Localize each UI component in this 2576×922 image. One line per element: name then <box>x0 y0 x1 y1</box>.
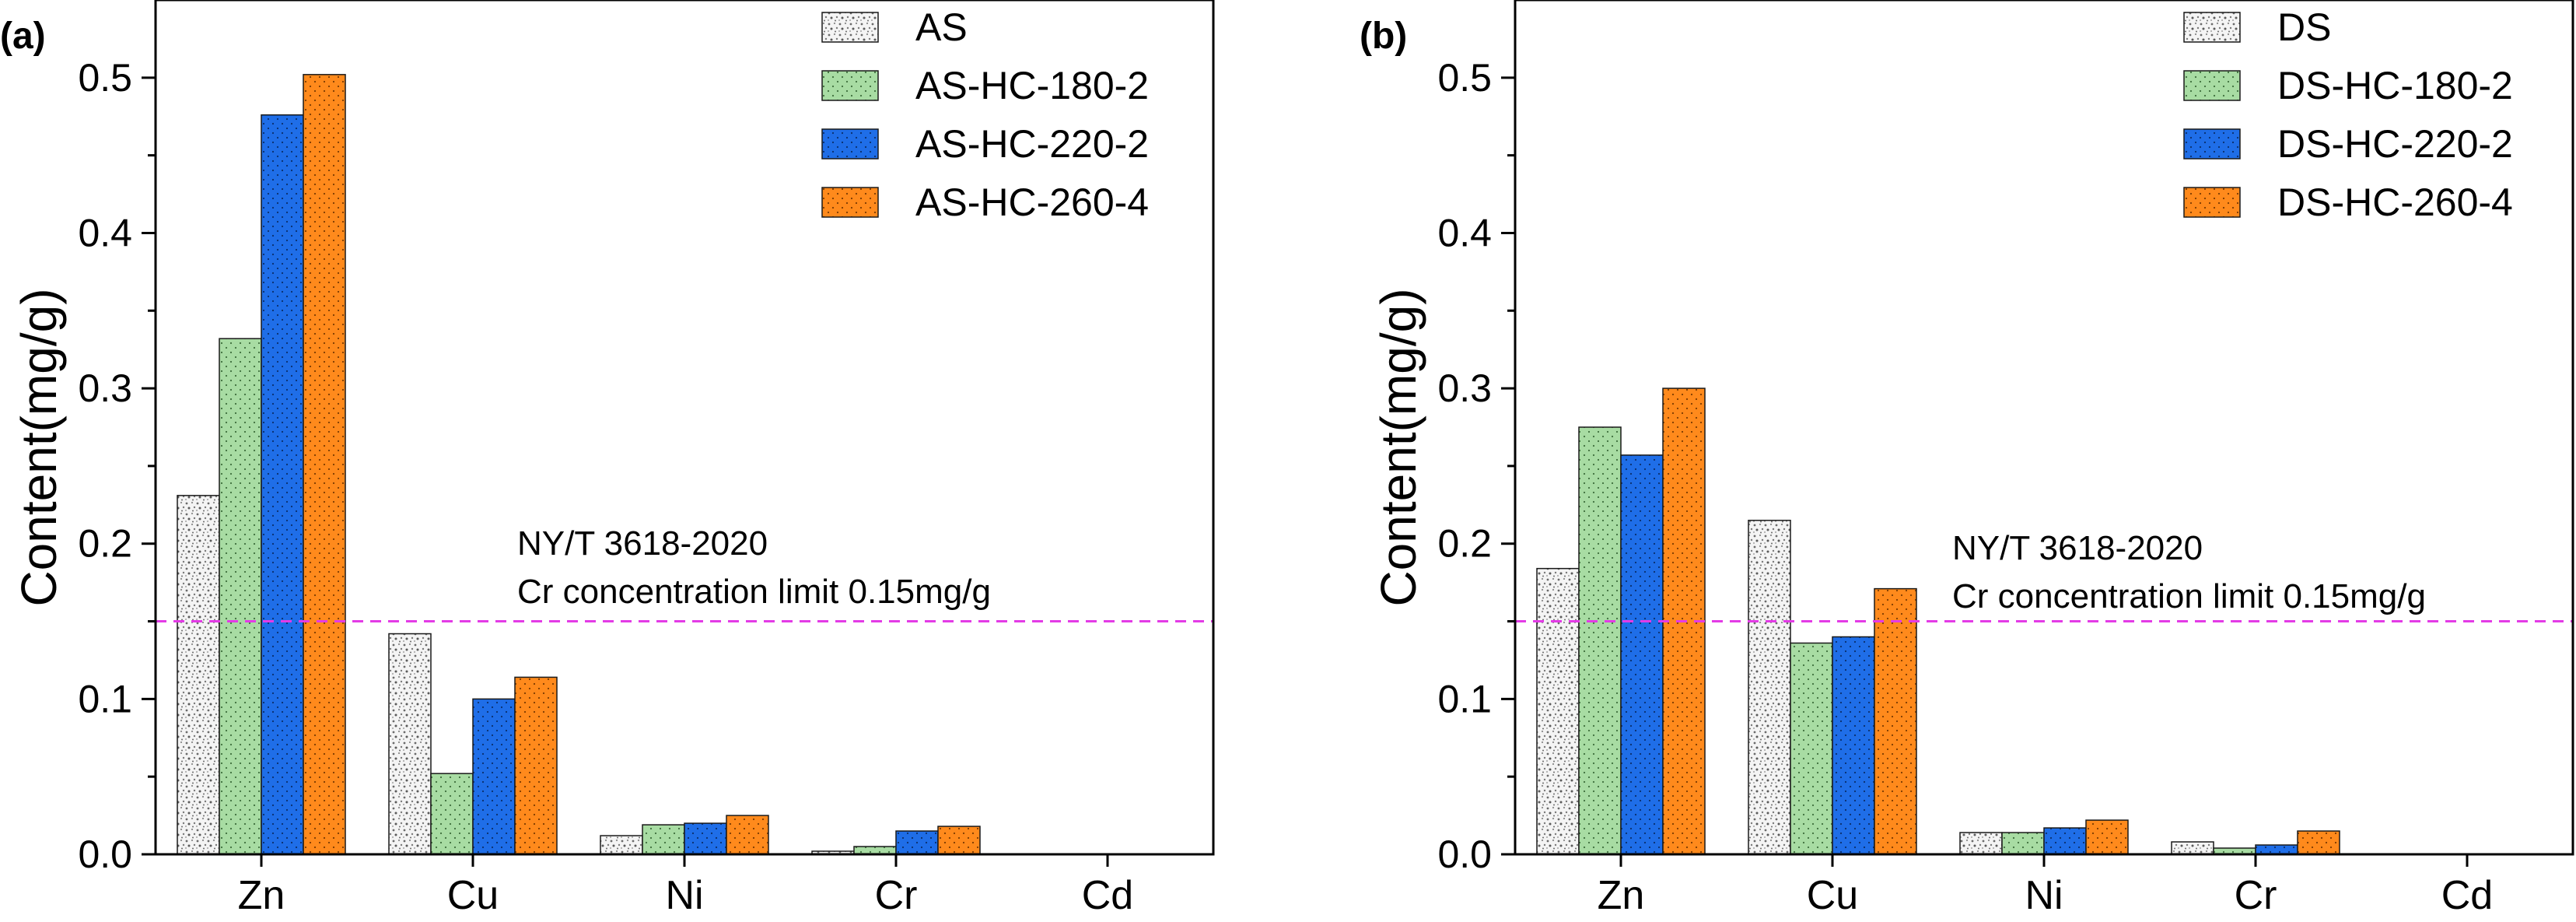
legend: DS DS-HC-180-2 DS-HC-220-2 DS-HC-260-4 <box>2183 5 2513 224</box>
bar-as-hc-220-2-ni <box>684 822 727 855</box>
bar-ds-hc-220-2-cu <box>1832 636 1875 855</box>
y-tick-label: 0.1 <box>78 677 132 720</box>
y-axis-label: Content(mg/g) <box>1370 288 1426 606</box>
legend-label: DS-HC-180-2 <box>2277 64 2513 107</box>
bar-as-hc-260-4-zn <box>303 74 346 855</box>
y-axis-ticks: 0.0 0.1 0.2 0.3 0.4 0.5 <box>78 56 156 876</box>
y-tick-label: 0.0 <box>78 833 132 876</box>
bar-as-hc-220-2-cu <box>472 698 516 855</box>
x-tick-label: Cu <box>447 873 499 918</box>
bar-as-hc-180-2-zn <box>219 338 262 855</box>
y-tick-label: 0.4 <box>78 211 132 254</box>
x-axis-labels: Zn Cu Ni Cr Cd <box>1598 854 2493 918</box>
bar-ds-hc-220-2-zn <box>1620 454 1664 855</box>
x-tick-label: Cr <box>875 873 918 918</box>
y-tick-label: 0.3 <box>1437 366 1492 410</box>
x-axis-labels: Zn Cu Ni Cr Cd <box>238 854 1133 918</box>
y-tick-label: 0.2 <box>78 522 132 566</box>
legend-label: AS <box>915 5 968 49</box>
bar-group <box>1536 387 2340 855</box>
bar-ds-hc-260-4-ni <box>2085 819 2129 855</box>
bar-ds-hc-220-2-ni <box>2043 827 2087 855</box>
x-tick-label: Ni <box>665 873 703 918</box>
y-tick-label: 0.5 <box>78 56 132 100</box>
legend-label: AS-HC-260-4 <box>915 181 1149 224</box>
legend-swatch <box>821 70 879 101</box>
chart-panel-a: (a) Content(mg/g) 0.0 0.1 0.2 0.3 0.4 0.5 NY/… <box>0 0 1215 918</box>
x-tick-label: Cd <box>2441 873 2493 918</box>
bar-ds-hc-260-4-cu <box>1874 587 1917 855</box>
limit-annotation-line2: Cr concentration limit 0.15mg/g <box>517 573 991 611</box>
x-tick-label: Cd <box>1082 873 1133 918</box>
bar-as-hc-220-2-cr <box>895 830 939 855</box>
bar-ds-cu <box>1748 520 1791 855</box>
x-tick-label: Cu <box>1807 873 1858 918</box>
y-axis-label: Content(mg/g) <box>11 288 67 606</box>
panel-label: (a) <box>0 16 46 57</box>
y-tick-label: 0.0 <box>1437 833 1492 876</box>
panel-label: (b) <box>1360 16 1407 57</box>
x-tick-label: Zn <box>1598 873 1645 918</box>
legend-swatch <box>821 187 879 218</box>
bar-ds-ni <box>1959 832 2003 855</box>
legend-swatch <box>2183 70 2241 101</box>
bar-as-hc-220-2-zn <box>261 114 304 855</box>
legend-label: AS-HC-220-2 <box>915 122 1149 166</box>
limit-annotation-line1: NY/T 3618-2020 <box>1952 529 2203 567</box>
bar-as-hc-260-4-cr <box>937 826 981 855</box>
legend-swatch <box>2183 12 2241 43</box>
bar-as-ni <box>600 835 643 855</box>
bar-as-hc-180-2-ni <box>642 824 685 855</box>
legend-label: DS <box>2277 5 2331 49</box>
y-tick-label: 0.2 <box>1437 522 1492 566</box>
legend-swatch <box>2183 187 2241 218</box>
bar-ds-hc-220-2-cr <box>2255 844 2298 855</box>
legend-label: DS-HC-220-2 <box>2277 122 2513 166</box>
x-tick-label: Cr <box>2235 873 2277 918</box>
x-tick-label: Ni <box>2025 873 2063 918</box>
bar-ds-zn <box>1536 567 1580 855</box>
bar-as-zn <box>177 495 220 855</box>
legend-swatch <box>821 12 879 43</box>
legend-label: AS-HC-180-2 <box>915 64 1149 107</box>
bar-as-hc-260-4-ni <box>726 815 769 855</box>
legend-swatch <box>2183 128 2241 160</box>
bar-as-hc-260-4-cu <box>514 676 558 855</box>
limit-annotation-line2: Cr concentration limit 0.15mg/g <box>1952 577 2426 615</box>
bar-group <box>177 74 981 855</box>
bar-as-hc-180-2-cu <box>430 773 474 855</box>
chart-panel-b: (b) Content(mg/g) 0.0 0.1 0.2 0.3 0.4 0.5 NY/… <box>1360 0 2574 918</box>
bar-ds-hc-180-2-ni <box>2001 832 2045 855</box>
x-tick-label: Zn <box>238 873 285 918</box>
bar-ds-cr <box>2171 841 2214 855</box>
legend: AS AS-HC-180-2 AS-HC-220-2 AS-HC-260-4 <box>821 5 1149 224</box>
y-tick-label: 0.4 <box>1437 211 1492 254</box>
legend-swatch <box>821 128 879 160</box>
bar-as-cu <box>388 633 432 855</box>
y-tick-label: 0.1 <box>1437 677 1492 720</box>
bar-ds-hc-180-2-cu <box>1790 642 1833 855</box>
legend-label: DS-HC-260-4 <box>2277 181 2513 224</box>
bar-ds-hc-260-4-cr <box>2297 830 2340 855</box>
bar-ds-hc-180-2-zn <box>1578 426 1622 855</box>
y-axis-ticks: 0.0 0.1 0.2 0.3 0.4 0.5 <box>1437 56 1515 876</box>
limit-annotation-line1: NY/T 3618-2020 <box>517 524 768 563</box>
y-tick-label: 0.3 <box>78 366 132 410</box>
y-tick-label: 0.5 <box>1437 56 1492 100</box>
